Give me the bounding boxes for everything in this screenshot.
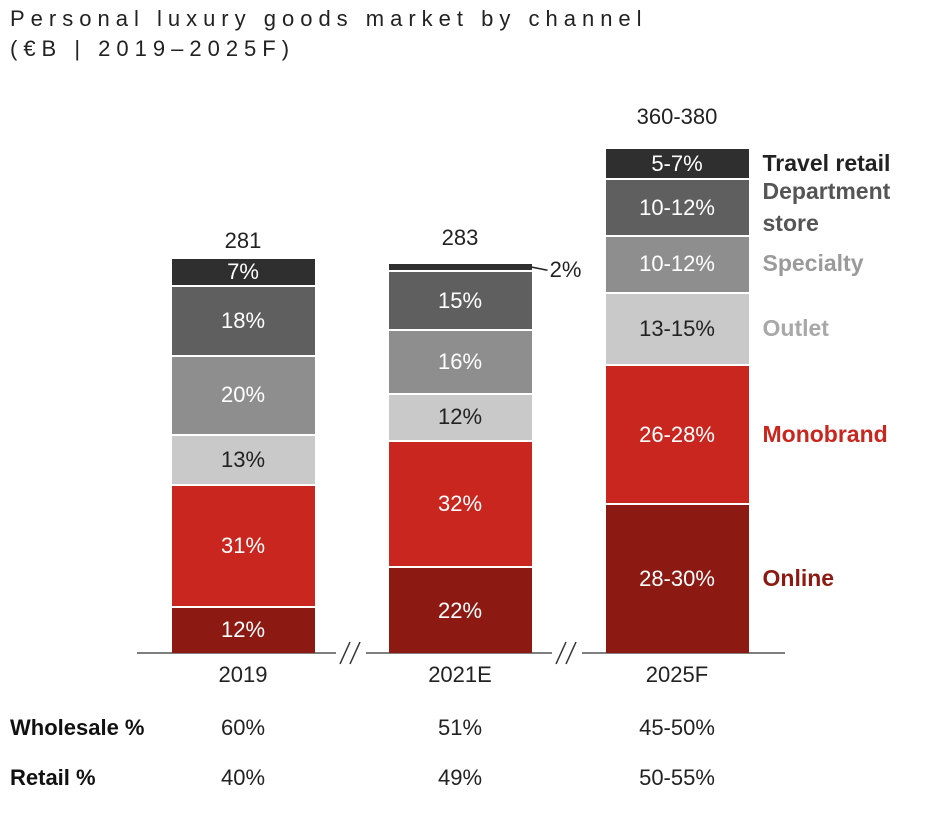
segment-label: 5-7% <box>651 150 703 176</box>
chart-title: Personal luxury goods market by channel <box>10 6 648 31</box>
table-cell: 45-50% <box>639 715 715 740</box>
bar-segment <box>388 270 532 330</box>
segment-label: 32% <box>437 491 483 517</box>
bar-segment <box>605 291 749 365</box>
bar-segment <box>605 147 749 179</box>
bar-segment <box>171 484 315 606</box>
table-cell: 50-55% <box>639 765 715 790</box>
table-cell: 51% <box>437 715 483 740</box>
segment-label: 2% <box>549 257 582 283</box>
bar-segment <box>388 392 532 440</box>
row-label: Wholesale % <box>10 715 145 740</box>
table-cell: 49% <box>437 765 483 790</box>
segment-label: 13-15% <box>639 315 715 341</box>
segment-label: 26-28% <box>639 421 715 447</box>
total-label: 283 <box>441 225 479 251</box>
bar-segment <box>605 364 749 504</box>
segment-label: 12% <box>437 404 483 430</box>
segment-label: 16% <box>437 348 483 374</box>
segment-label: 10-12% <box>639 194 715 220</box>
bar-segment <box>605 178 749 236</box>
total-label: 360-380 <box>636 104 718 129</box>
bar-segment <box>388 262 532 271</box>
x-tick-label: 2025F <box>645 662 709 687</box>
legend-label: Specialty <box>762 250 864 277</box>
segment-label: 15% <box>437 287 483 313</box>
segment-label: 31% <box>220 533 266 559</box>
segment-label: 10-12% <box>639 251 715 277</box>
segment-label: 13% <box>220 447 266 473</box>
legend-label: Monobrand <box>762 420 888 447</box>
segment-label: 7% <box>227 258 259 284</box>
segment-label: 12% <box>220 617 266 643</box>
chart-subtitle: (€B | 2019–2025F) <box>10 36 296 61</box>
legend-label: Online <box>762 565 835 592</box>
bar-segment <box>388 439 532 567</box>
bar-segment <box>388 566 532 653</box>
segment-label: 18% <box>220 307 266 333</box>
bar-segment <box>171 284 315 356</box>
table-cell: 40% <box>220 765 266 790</box>
bar-segment <box>171 355 315 434</box>
x-tick-label: 2021E <box>428 662 492 687</box>
bar-segment <box>388 329 532 393</box>
segment-label: 20% <box>220 382 266 408</box>
segment-label: 28-30% <box>639 566 715 592</box>
axis-break <box>336 640 582 666</box>
table-cell: 60% <box>220 715 266 740</box>
bar-segment <box>171 433 315 485</box>
bar-segment <box>605 503 749 653</box>
segment-label: 22% <box>437 597 483 623</box>
bar-segment <box>171 605 315 653</box>
bar-segment <box>605 235 749 292</box>
legend-label: Department store <box>762 177 891 236</box>
bar-segment <box>171 257 315 285</box>
row-label: Retail % <box>10 765 96 790</box>
legend-label: Outlet <box>762 314 829 341</box>
x-tick-label: 2019 <box>218 662 268 687</box>
total-label: 281 <box>224 228 262 254</box>
legend-label: Travel retail <box>762 149 891 176</box>
